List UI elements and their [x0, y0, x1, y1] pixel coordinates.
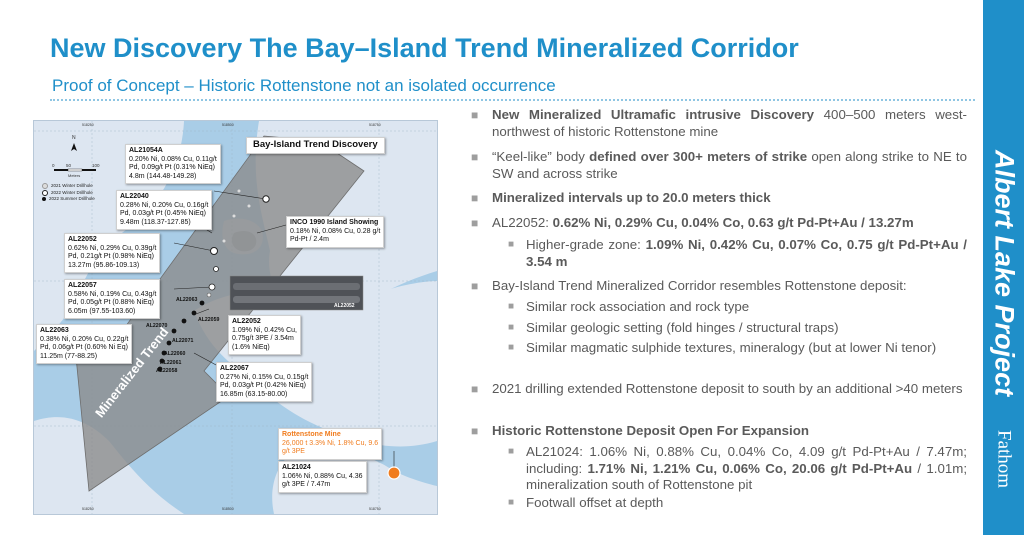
callout-inco-1990: INCO 1990 Island Showing 0.18% Ni, 0.08%…	[286, 216, 385, 248]
north-arrow	[71, 143, 77, 151]
callout-al22040: AL22040 0.28% Ni, 0.20% Cu, 0.16g/t Pd, …	[116, 190, 213, 231]
hole-label: AL22071	[172, 338, 194, 344]
bullet-square-icon: ■	[508, 342, 515, 353]
tick-bottom: 518500	[222, 507, 234, 511]
hole-label: AL22063	[176, 297, 198, 303]
callout-al22057: AL22057 0.58% Ni, 0.19% Cu, 0.43g/t Pd, …	[64, 279, 161, 320]
map-legend: 2021 Winter Drillhole 2022 Winter Drillh…	[42, 183, 95, 203]
tick-bottom: 518750	[369, 507, 381, 511]
bullet-square-icon: ■	[508, 497, 515, 508]
scale-label-0: 0	[52, 163, 55, 168]
tick-top: 518500	[222, 123, 234, 127]
core-photo	[229, 275, 364, 311]
scale-bar	[54, 168, 96, 172]
hole-label: AL22059	[198, 317, 220, 323]
slide-subtitle: Proof of Concept – Historic Rottenstone …	[52, 76, 556, 95]
sidebar-band	[983, 0, 1024, 535]
hole-label: AL22060	[164, 351, 186, 357]
bullet-square-icon: ■	[471, 150, 479, 164]
slide-title: New Discovery The Bay–Island Trend Miner…	[50, 33, 799, 63]
legend-item: 2022 Winter Drillhole	[51, 189, 93, 195]
tick-top: 518250	[82, 123, 94, 127]
legend-item: 2021 Winter Drillhole	[51, 183, 93, 188]
geology-map: 518250 518500 518750 518250 518500 51875…	[33, 120, 438, 515]
bullet-square-icon: ■	[508, 446, 515, 457]
title-divider	[50, 99, 975, 101]
scale-label-50: 50	[66, 163, 72, 168]
hole-label: AL22061	[160, 360, 182, 366]
tick-bottom: 518250	[82, 507, 94, 511]
fathom-logo: Fathom	[993, 430, 1015, 489]
legend-2021-icon	[42, 183, 48, 190]
bullet-square-icon: ■	[508, 322, 515, 333]
drill-holes	[157, 189, 401, 480]
callout-al22052-highgrade: AL22052 1.09% Ni, 0.42% Cu, 0.75g/t 3PE …	[228, 315, 301, 356]
callout-al21024: AL21024 1.06% Ni, 0.88% Cu, 4.36 g/t 3PE…	[278, 461, 367, 493]
callout-al21054a: AL21054A 0.20% Ni, 0.08% Cu, 0.11g/t Pd,…	[125, 144, 221, 185]
bullet-square-icon: ■	[471, 382, 479, 396]
legend-2022-winter-icon	[42, 189, 48, 196]
callout-al22052-main: AL22052 0.62% Ni, 0.29% Cu, 0.39g/t Pd, …	[64, 233, 161, 274]
scale-unit: Meters	[68, 173, 81, 178]
north-label: N	[72, 135, 76, 141]
callout-al22063: AL22063 0.38% Ni, 0.20% Cu, 0.22g/t Pd, …	[36, 324, 133, 365]
hole-label: AL22070	[146, 323, 168, 329]
callout-rottenstone-mine: Rottenstone Mine 26,000 t 3.3% Ni, 1.8% …	[278, 428, 383, 460]
bullet-square-icon: ■	[471, 216, 479, 230]
core-photo-label: AL22052	[334, 303, 355, 309]
legend-2022-summer-icon	[42, 197, 46, 202]
bullet-square-icon: ■	[471, 279, 479, 293]
sidebar-project-title: Albert Lake Project	[989, 150, 1020, 397]
bullet-square-icon: ■	[471, 108, 479, 122]
callout-al22067: AL22067 0.27% Ni, 0.15% Cu, 0.15g/t Pd, …	[216, 362, 313, 403]
scale-label-100: 100	[92, 163, 100, 168]
tick-top: 518750	[369, 123, 381, 127]
bullet-square-icon: ■	[471, 424, 479, 438]
bullet-square-icon: ■	[508, 239, 515, 250]
hole-label: AL22058	[156, 368, 178, 374]
bullet-square-icon: ■	[471, 191, 479, 205]
legend-item: 2022 Summer Drillhole	[49, 196, 95, 201]
map-title: Bay-Island Trend Discovery	[246, 137, 385, 154]
bullet-square-icon: ■	[508, 301, 515, 312]
